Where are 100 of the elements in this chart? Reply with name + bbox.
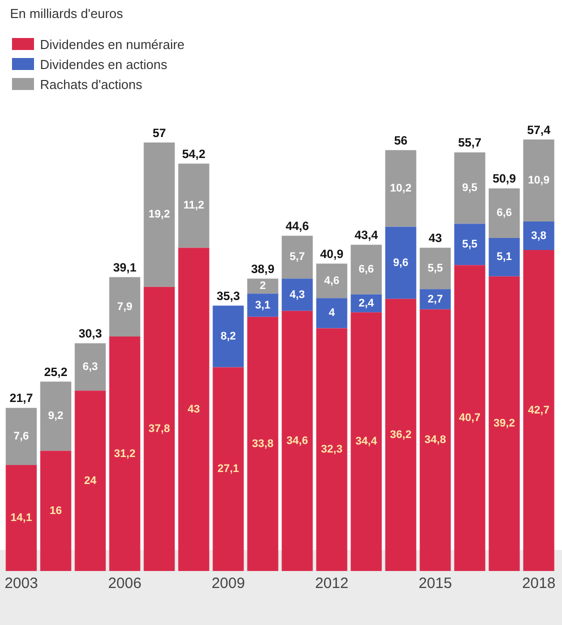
total-label: 40,9	[320, 246, 344, 261]
bar	[212, 306, 244, 368]
data-label: 11,2	[183, 200, 204, 212]
bar	[316, 298, 348, 328]
bar	[144, 142, 175, 287]
bar	[282, 310, 313, 571]
bar	[247, 316, 278, 571]
bar	[212, 367, 244, 571]
bar	[523, 140, 554, 222]
bar	[6, 465, 37, 571]
data-label: 37,8	[148, 422, 170, 435]
data-label: 40,7	[459, 412, 480, 424]
data-label: 27,1	[218, 463, 239, 476]
data-label: 4	[328, 307, 336, 320]
bar	[74, 343, 106, 391]
bar	[523, 250, 554, 571]
bar	[109, 336, 140, 571]
data-label: 6,6	[496, 207, 512, 220]
total-label: 50,9	[492, 172, 516, 186]
data-label: 24	[84, 474, 98, 487]
bar	[74, 390, 106, 571]
data-label: 3,1	[255, 299, 270, 312]
data-label: 19,2	[148, 208, 170, 221]
total-label: 55,7	[458, 136, 482, 150]
data-label: 5,7	[290, 251, 305, 264]
legend-label: Dividendes en actions	[40, 56, 168, 72]
data-label: 34,8	[424, 434, 446, 446]
total-label: 35,3	[216, 288, 240, 303]
total-label: 39,1	[113, 260, 137, 274]
bar	[350, 244, 382, 294]
data-label: 9,6	[393, 256, 408, 269]
data-label: 16	[50, 504, 62, 517]
bar	[247, 278, 278, 294]
data-label: 10,2	[390, 182, 412, 194]
x-tick-label: 2015	[418, 575, 452, 592]
data-label: 9,5	[462, 182, 478, 194]
data-label: 32,3	[321, 444, 342, 456]
total-label: 43,4	[354, 228, 378, 242]
data-label: 42,7	[528, 404, 550, 417]
data-label: 43	[188, 403, 200, 416]
bar	[40, 450, 72, 571]
bar	[488, 188, 520, 238]
data-label: 4,3	[290, 288, 305, 301]
data-label: 34,6	[286, 434, 308, 447]
data-label: 34,4	[356, 436, 378, 448]
bar	[454, 265, 486, 571]
total-label: 30,3	[78, 326, 102, 341]
bar	[316, 264, 348, 298]
data-label: 14,1	[10, 512, 32, 524]
data-label: 39,2	[494, 418, 515, 430]
bar	[282, 236, 313, 279]
bar	[178, 248, 210, 571]
x-tick-label: 2018	[522, 575, 556, 592]
total-label: 54,2	[182, 146, 206, 161]
total-label: 43	[428, 231, 442, 246]
chart-title: En milliards d'euros	[10, 6, 124, 21]
data-label: 5,1	[496, 251, 512, 264]
total-label: 25,2	[44, 364, 68, 379]
bar	[454, 152, 486, 224]
legend-label: Dividendes en numéraire	[40, 36, 185, 52]
bar	[144, 286, 175, 571]
data-label: 6,3	[82, 360, 98, 373]
data-label: 3,8	[531, 230, 546, 242]
x-tick-label: 2006	[108, 575, 142, 592]
bar	[316, 328, 348, 571]
bar	[488, 276, 520, 571]
data-label: 9,2	[48, 410, 64, 422]
bar	[350, 312, 382, 571]
data-label: 4,6	[324, 274, 340, 287]
data-label: 10,9	[528, 174, 550, 187]
bar	[282, 278, 313, 311]
data-label: 7,6	[14, 430, 29, 442]
bar	[178, 164, 210, 248]
bar	[40, 382, 72, 451]
bar	[420, 248, 451, 290]
data-label: 2	[260, 280, 266, 292]
x-tick-label: 2012	[315, 575, 348, 592]
bar	[385, 226, 416, 299]
bar	[523, 221, 554, 250]
data-label: 2,4	[358, 297, 375, 310]
total-label: 56	[394, 133, 408, 148]
data-label: 33,8	[252, 438, 274, 450]
x-tick-label: 2003	[4, 575, 38, 592]
bar	[385, 150, 416, 227]
total-label: 57	[152, 126, 166, 140]
total-label: 57,4	[527, 122, 551, 137]
bar	[247, 294, 278, 317]
data-label: 5,5	[462, 238, 478, 250]
legend-label: Rachats d'actions	[40, 76, 142, 92]
bar	[420, 289, 451, 310]
bar	[385, 298, 416, 571]
bar	[488, 238, 520, 276]
data-label: 31,2	[114, 448, 136, 460]
bar	[420, 309, 451, 571]
total-label: 44,6	[286, 219, 310, 234]
bar	[109, 277, 140, 336]
data-label: 8,2	[220, 330, 236, 343]
total-label: 38,9	[251, 262, 275, 276]
data-label: 5,5	[428, 262, 443, 274]
data-label: 7,9	[117, 300, 132, 313]
